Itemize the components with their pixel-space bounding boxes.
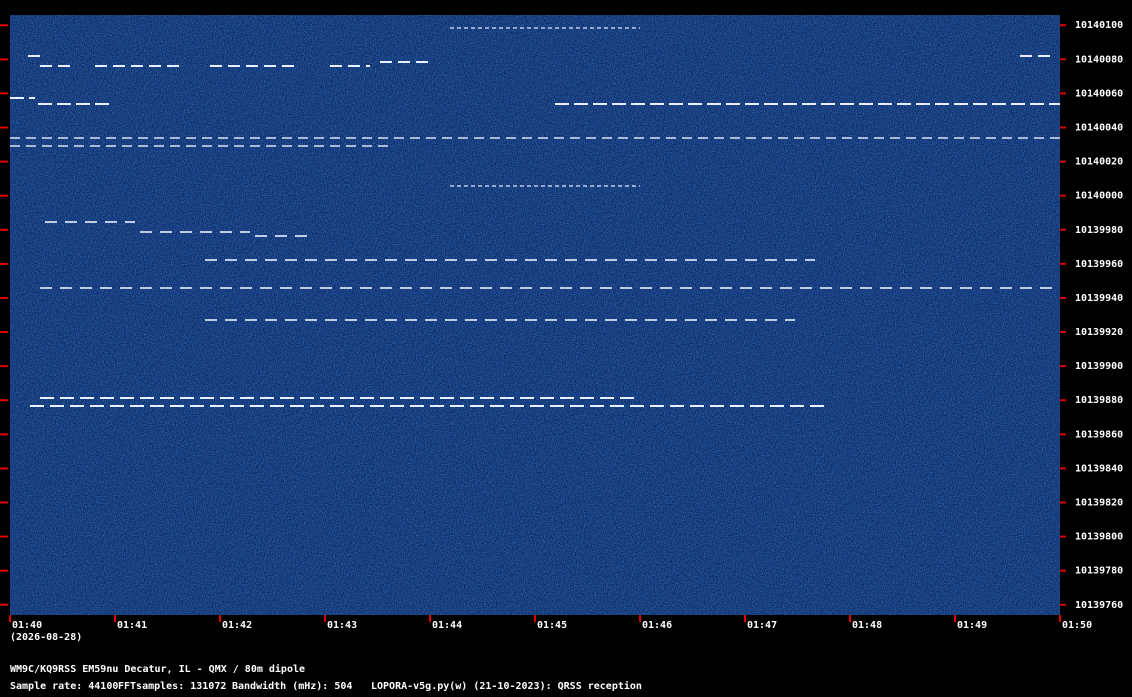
x-tick-label: 01:47	[747, 620, 777, 631]
footer-text: FFTsamples: 131072	[118, 681, 226, 692]
y-tick-label: 10140020	[1075, 157, 1123, 168]
x-tick-label: 01:41	[117, 620, 147, 631]
y-tick-label: 10139780	[1075, 566, 1123, 577]
y-tick-label: 10140100	[1075, 20, 1123, 31]
y-tick-label: 10139960	[1075, 259, 1123, 270]
y-tick-label: 10139760	[1075, 600, 1123, 611]
x-tick-label: 01:43	[327, 620, 357, 631]
y-tick-label: 10139920	[1075, 327, 1123, 338]
y-tick-label: 10139840	[1075, 463, 1123, 474]
date-label: (2026-08-28)	[10, 632, 82, 643]
x-tick-label: 01:44	[432, 620, 462, 631]
x-tick-label: 01:48	[852, 620, 882, 631]
y-tick-label: 10139800	[1075, 532, 1123, 543]
y-tick-label: 10139980	[1075, 225, 1123, 236]
noise	[10, 15, 1060, 615]
y-tick-label: 10140040	[1075, 123, 1123, 134]
y-tick-label: 10140000	[1075, 191, 1123, 202]
x-tick-label: 01:50	[1062, 620, 1092, 631]
y-tick-label: 10139940	[1075, 293, 1123, 304]
footer-text: LOPORA-v5g.py(w) (21-10-2023): QRSS rece…	[371, 680, 642, 692]
y-tick-label: 10140060	[1075, 88, 1123, 99]
y-tick-label: 10139880	[1075, 395, 1123, 406]
y-tick-label: 10139820	[1075, 498, 1123, 509]
x-tick-label: 01:45	[537, 620, 567, 631]
x-tick-label: 01:42	[222, 620, 252, 631]
x-tick-label: 01:49	[957, 620, 987, 631]
x-tick-label: 01:40	[12, 620, 42, 631]
y-tick-label: 10139900	[1075, 361, 1123, 372]
station-label: WM9C/KQ9RSS EM59nu Decatur, IL - QMX / 8…	[10, 663, 305, 675]
footer-text: Bandwidth (mHz): 504	[232, 680, 352, 692]
footer-text: Sample rate: 44100	[10, 681, 118, 692]
y-tick-label: 10140080	[1075, 54, 1123, 65]
x-tick-label: 01:46	[642, 620, 672, 631]
y-tick-label: 10139860	[1075, 429, 1123, 440]
signal-traces	[10, 27, 1060, 407]
